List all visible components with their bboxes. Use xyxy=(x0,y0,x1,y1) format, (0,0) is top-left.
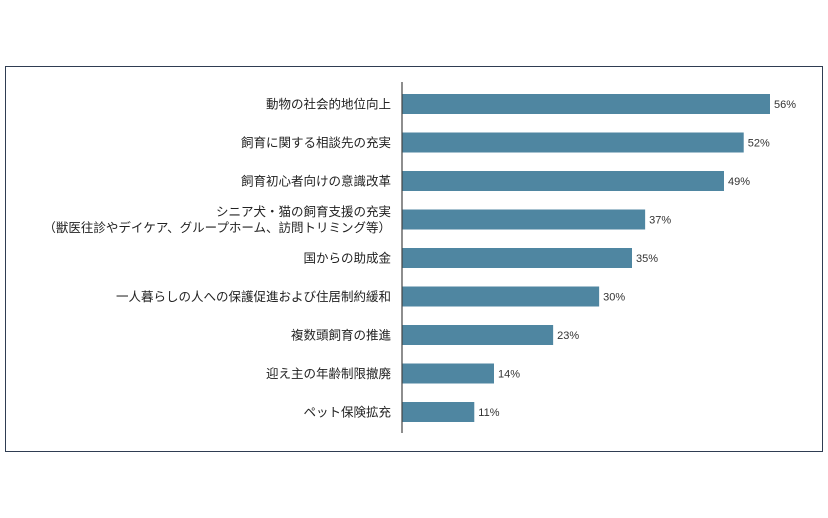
value-label-5: 35% xyxy=(636,253,658,265)
bar-3 xyxy=(402,171,724,191)
category-label-4-line-1: シニア犬・猫の飼育支援の充実 xyxy=(216,204,391,219)
value-label-9: 11% xyxy=(478,407,499,419)
value-label-7: 23% xyxy=(557,330,579,342)
category-label-3: 飼育初心者向けの意識改革 xyxy=(241,174,391,189)
bar-2 xyxy=(402,132,744,153)
value-label-8: 14% xyxy=(498,369,520,381)
bar-1 xyxy=(402,94,770,114)
category-label-9: ペット保険拡充 xyxy=(303,405,391,420)
bar-4 xyxy=(402,209,646,230)
category-label-6: 一人暮らしの人への保護促進および住居制約緩和 xyxy=(116,289,391,304)
category-label-7: 複数頭飼育の推進 xyxy=(291,328,392,343)
category-label-2: 飼育に関する相談先の充実 xyxy=(241,135,391,150)
value-label-6: 30% xyxy=(603,292,625,304)
bar-6 xyxy=(402,286,600,307)
category-label-8: 迎え主の年齢制限撤廃 xyxy=(266,366,392,381)
value-label-4: 37% xyxy=(649,215,671,227)
category-label-4-line-2: （獣医往診やデイケア、グループホーム、訪問トリミング等） xyxy=(43,220,391,235)
bar-9 xyxy=(402,402,475,422)
bar-7 xyxy=(402,325,554,345)
value-label-2: 52% xyxy=(748,138,770,150)
value-label-3: 49% xyxy=(728,176,750,188)
bar-8 xyxy=(402,363,494,384)
bar-5 xyxy=(402,248,632,268)
category-label-1: 動物の社会的地位向上 xyxy=(266,97,391,112)
category-label-5: 国からの助成金 xyxy=(303,251,391,266)
value-label-1: 56% xyxy=(774,99,796,111)
